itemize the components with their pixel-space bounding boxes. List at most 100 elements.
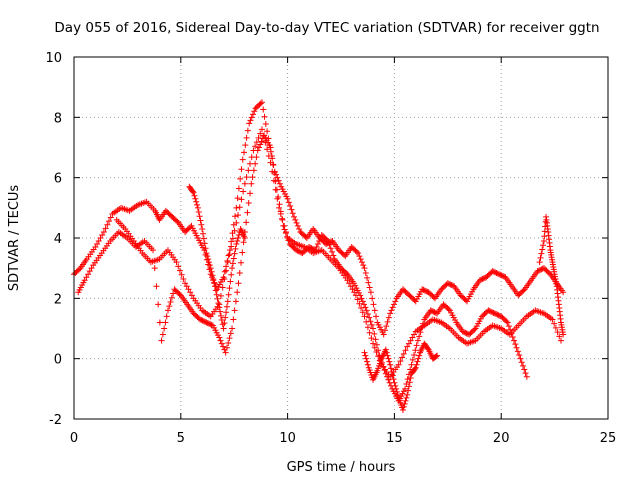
data-point	[211, 283, 218, 290]
data-point	[249, 174, 256, 181]
chart-title: Day 055 of 2016, Sidereal Day-to-day VTE…	[54, 20, 599, 36]
data-point	[496, 271, 503, 278]
data-point	[107, 214, 114, 221]
data-point	[235, 212, 242, 219]
data-point	[232, 245, 239, 252]
data-point	[95, 238, 102, 245]
data-point	[267, 144, 274, 151]
data-point	[370, 301, 377, 308]
data-point	[323, 241, 330, 248]
data-point	[173, 259, 180, 266]
data-point	[210, 276, 217, 283]
data-point	[285, 199, 292, 206]
data-point	[170, 290, 177, 297]
data-point	[516, 352, 523, 359]
data-point	[221, 320, 228, 327]
data-point	[358, 304, 365, 311]
data-point	[399, 354, 406, 361]
data-point	[537, 254, 544, 261]
data-point	[243, 134, 250, 141]
data-point	[217, 292, 224, 299]
data-point	[523, 373, 530, 380]
data-point	[94, 241, 101, 248]
data-point	[446, 280, 453, 287]
data-point	[404, 376, 411, 383]
data-point	[200, 235, 207, 242]
data-point	[241, 180, 248, 187]
data-point	[512, 341, 519, 348]
data-point	[519, 362, 526, 369]
data-point	[539, 265, 546, 272]
data-point	[203, 319, 210, 326]
data-point	[220, 343, 227, 350]
data-point	[423, 288, 430, 295]
data-point	[373, 313, 380, 320]
data-point	[239, 156, 246, 163]
data-point	[415, 355, 422, 362]
data-point	[214, 295, 221, 302]
data-point	[240, 239, 247, 246]
data-point	[369, 295, 376, 302]
data-point	[185, 286, 192, 293]
data-point	[384, 352, 391, 359]
data-point	[199, 225, 206, 232]
data-point	[491, 310, 498, 317]
data-point	[270, 177, 277, 184]
x-tick-label: 15	[386, 431, 403, 446]
data-point	[81, 277, 88, 284]
data-point	[178, 271, 185, 278]
data-point	[102, 225, 109, 232]
data-point	[375, 353, 382, 360]
data-point	[558, 337, 565, 344]
data-point	[153, 283, 160, 290]
data-point	[421, 287, 428, 294]
data-point	[279, 216, 286, 223]
data-point	[298, 249, 305, 256]
data-point	[217, 337, 224, 344]
x-tick-label: 25	[600, 431, 617, 446]
data-point	[539, 246, 546, 253]
data-point	[227, 330, 234, 337]
data-point	[551, 320, 558, 327]
data-point	[461, 329, 468, 336]
data-point	[229, 265, 236, 272]
data-point	[228, 271, 235, 278]
data-point	[513, 344, 520, 351]
y-tick-label: 2	[54, 292, 62, 307]
data-point	[175, 263, 182, 270]
y-tick-label: 4	[54, 232, 62, 247]
data-point	[380, 331, 387, 338]
data-point	[217, 308, 224, 315]
data-point	[183, 283, 190, 290]
data-point	[459, 328, 466, 335]
data-point	[393, 385, 400, 392]
data-point	[385, 355, 392, 362]
data-point	[209, 272, 216, 279]
data-point	[257, 130, 264, 137]
data-point	[428, 308, 435, 315]
data-point	[363, 318, 370, 325]
data-point	[235, 231, 242, 238]
data-point	[164, 307, 171, 314]
data-point	[409, 356, 416, 363]
data-point	[233, 219, 240, 226]
data-point	[223, 267, 230, 274]
data-point	[235, 235, 242, 241]
data-point	[244, 127, 251, 134]
data-point	[158, 337, 165, 344]
data-point	[373, 349, 380, 356]
data-point	[385, 376, 392, 383]
data-point	[236, 204, 243, 211]
data-point	[257, 141, 264, 148]
data-point	[258, 138, 265, 145]
data-point	[261, 113, 268, 120]
data-point	[386, 358, 393, 365]
data-point	[462, 329, 469, 336]
data-point	[255, 134, 262, 141]
data-point	[402, 347, 409, 354]
data-point	[411, 365, 418, 372]
data-point	[397, 358, 404, 365]
data-point	[420, 286, 427, 293]
data-point	[328, 238, 335, 245]
